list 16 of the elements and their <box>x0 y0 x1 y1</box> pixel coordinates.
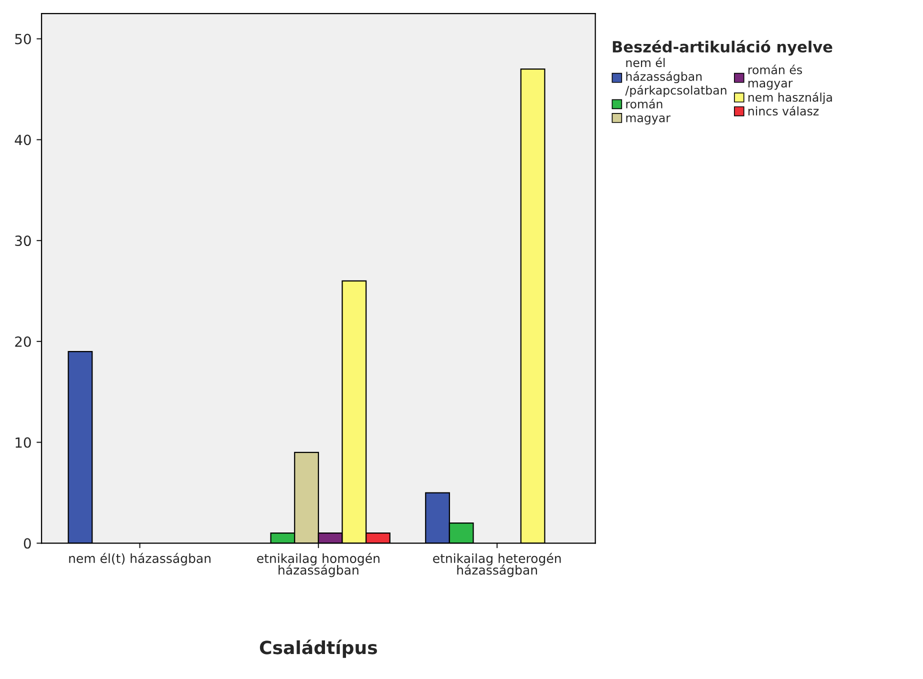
y-tick-label: 10 <box>16 437 31 448</box>
x-axis-title: Családtípus <box>260 640 377 658</box>
y-tick-label: 0 <box>24 538 31 549</box>
y-tick-label: 20 <box>15 336 31 347</box>
y-tick-label: 40 <box>14 134 31 146</box>
legend-label: román és magyar <box>748 64 802 90</box>
legend-label: nincs válasz <box>748 106 819 116</box>
x-tick-label: etnikailag homogén házasságban <box>257 552 380 578</box>
legend-label: román <box>626 98 662 108</box>
y-tick-label: 30 <box>15 236 31 246</box>
y-tick-label: 50 <box>15 34 31 44</box>
legend-label: nem használja <box>748 92 832 104</box>
x-tick-label: etnikailag heterogén házasságban <box>433 552 561 578</box>
x-tick-label: nem él(t) házasságban <box>69 552 210 566</box>
legend-title: Beszéd-artikuláció nyelve <box>612 40 832 56</box>
legend-label: magyar <box>626 115 670 125</box>
